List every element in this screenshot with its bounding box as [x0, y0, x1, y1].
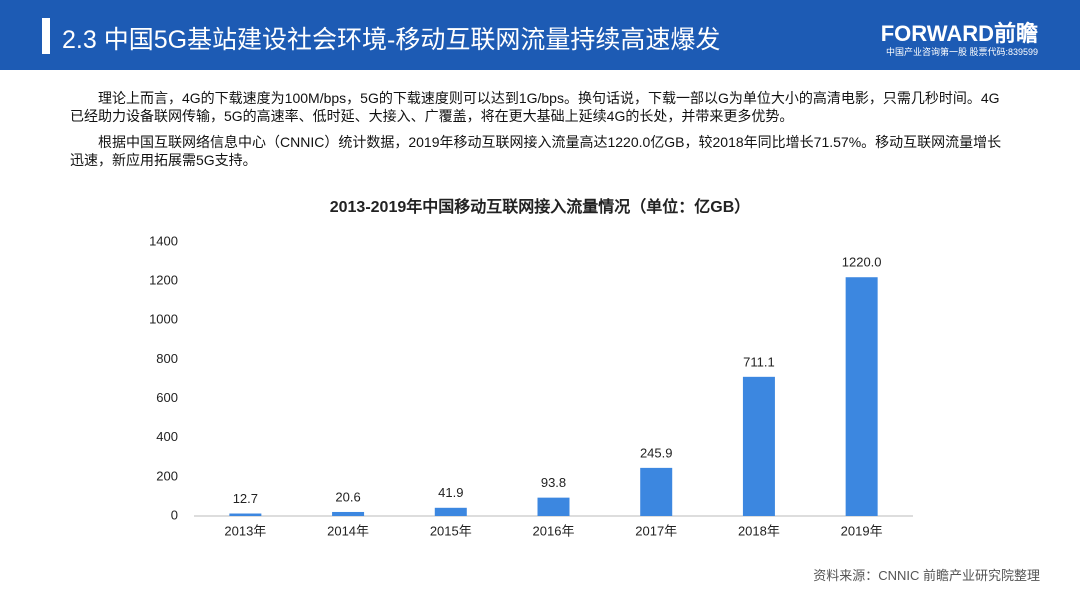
data-label: 93.8 [541, 475, 566, 490]
bar [742, 376, 775, 516]
paragraph: 理论上而言，4G的下载速度为100M/bps，5G的下载速度则可以达到1G/bp… [70, 90, 1000, 124]
header [0, 0, 1080, 70]
data-label: 245.9 [640, 445, 673, 460]
bar [640, 467, 673, 516]
data-label: 711.1 [743, 354, 775, 369]
data-label: 12.7 [233, 491, 258, 506]
y-tick-label: 200 [156, 468, 178, 483]
source: 资料来源：CNNIC 前瞻产业研究院整理 [813, 568, 1040, 583]
data-label: 1220.0 [842, 255, 882, 270]
x-tick-label: 2016年 [533, 523, 575, 538]
y-tick-label: 600 [156, 390, 178, 405]
y-tick-label: 400 [156, 429, 178, 444]
x-tick-label: 2014年 [327, 523, 369, 538]
bar [537, 497, 570, 516]
x-tick-label: 2018年 [738, 523, 780, 538]
paragraph: 根据中国互联网络信息中心（CNNIC）统计数据，2019年移动互联网接入流量高达… [70, 134, 1002, 168]
x-tick-label: 2019年 [841, 523, 883, 538]
logo-subtitle: 中国产业咨询第一股 股票代码:839599 [885, 47, 1038, 57]
x-tick-label: 2015年 [430, 523, 472, 538]
data-label: 41.9 [438, 485, 463, 500]
y-tick-label: 1400 [149, 233, 178, 248]
bar [845, 277, 878, 516]
data-label: 20.6 [335, 489, 360, 504]
y-tick-label: 0 [171, 507, 178, 522]
slide-title: 2.3 中国5G基站建设社会环境-移动互联网流量持续高速爆发 [62, 26, 721, 54]
x-tick-label: 2017年 [635, 523, 677, 538]
logo: FORWARD前瞻 [880, 21, 1038, 46]
bar [434, 507, 467, 516]
y-tick-label: 1200 [149, 273, 178, 288]
bar [229, 513, 262, 516]
header-accent [42, 18, 50, 54]
y-tick-label: 800 [156, 351, 178, 366]
y-tick-label: 1000 [149, 312, 178, 327]
x-tick-label: 2013年 [224, 523, 266, 538]
chart-title: 2013-2019年中国移动互联网接入流量情况（单位：亿GB） [330, 197, 751, 216]
bar [332, 511, 365, 516]
